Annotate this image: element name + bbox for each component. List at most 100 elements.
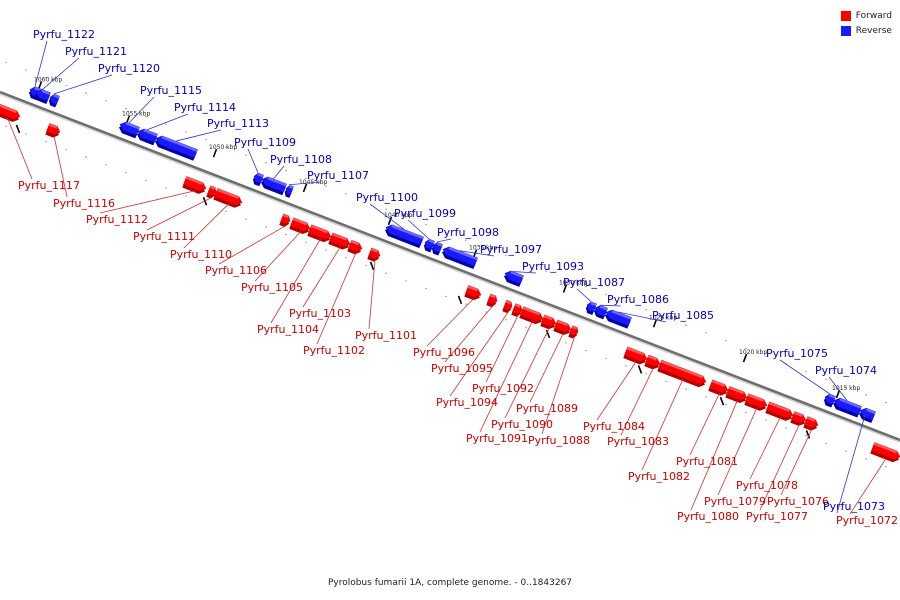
- gene-labels: Pyrfu_1122 Pyrfu_1121 Pyrfu_1120 Pyrfu_1117…: [18, 28, 898, 527]
- gene-block-pyrfu_1081[interactable]: [708, 379, 729, 398]
- gene-block-pyrfu_1109[interactable]: [251, 172, 264, 187]
- guide-dot-lower: [265, 226, 267, 228]
- gene-block-pyrfu_1091[interactable]: [519, 306, 544, 326]
- gene-block-pyrfu_1103[interactable]: [328, 232, 351, 252]
- gene-label-pyrfu_1082: Pyrfu_1082: [628, 470, 690, 483]
- label-leader-lines: [7, 40, 887, 515]
- guide-dot-lower: [345, 257, 347, 259]
- gene-block-pyrfu_1121[interactable]: [33, 88, 51, 104]
- gene-block-pyrfu_1076[interactable]: [803, 416, 819, 432]
- guide-dot-upper: [345, 193, 347, 195]
- guide-dot-lower: [185, 195, 187, 197]
- gene-label-pyrfu_1121: Pyrfu_1121: [65, 45, 127, 58]
- track-guide-dots: [5, 61, 887, 468]
- leader-line: [302, 246, 341, 308]
- tick-label: 1035 kbp: [469, 245, 497, 252]
- leader-line: [273, 165, 285, 180]
- genome-caption: Pyrolobus fumarii 1A, complete genome. -…: [327, 578, 573, 588]
- gene-label-pyrfu_1088: Pyrfu_1088: [528, 434, 590, 447]
- gene-block-pyrfu_1088[interactable]: [568, 325, 579, 340]
- guide-dot-lower: [805, 434, 807, 437]
- gene-block-pyrfu_1096[interactable]: [464, 285, 482, 302]
- gene-block-pyrfu_1080[interactable]: [725, 386, 748, 405]
- gene-block-pyrfu_1084[interactable]: [623, 346, 648, 366]
- gene-block-pyrfu_1115[interactable]: [117, 120, 140, 139]
- gene-block-pyrfu_1094[interactable]: [502, 299, 513, 314]
- gene-block-pyrfu_1082[interactable]: [657, 359, 707, 389]
- gene-block-pyrfu_1102[interactable]: [347, 239, 363, 256]
- leader-line: [42, 57, 80, 90]
- gene-block-pyrfu_1085[interactable]: [603, 308, 632, 329]
- gene-label-pyrfu_1079: Pyrfu_1079: [704, 495, 766, 508]
- gene-block-pyrfu_1074[interactable]: [831, 396, 862, 418]
- gene-block-pyrfu_1105[interactable]: [289, 217, 311, 236]
- gene-block-pyrfu_1114[interactable]: [135, 127, 158, 146]
- lower-tick-mark: [805, 430, 811, 439]
- guide-dot-upper: [165, 123, 167, 125]
- gene-block-pyrfu_1086[interactable]: [592, 304, 608, 320]
- tick-mark: [835, 389, 841, 399]
- gene-label-pyrfu_1076: Pyrfu_1076: [767, 495, 829, 508]
- gene-label-pyrfu_1110: Pyrfu_1110: [170, 248, 232, 261]
- guide-dot-lower: [605, 357, 607, 360]
- strand-legend: Forward Reverse: [840, 8, 892, 38]
- gene-block-pyrfu_1108[interactable]: [259, 175, 287, 196]
- guide-dot-upper: [465, 239, 467, 241]
- gene-label-pyrfu_1103: Pyrfu_1103: [289, 307, 351, 320]
- gene-label-pyrfu_1096: Pyrfu_1096: [413, 346, 475, 359]
- tick-mark: [302, 183, 308, 193]
- gene-label-pyrfu_1089: Pyrfu_1089: [516, 402, 578, 415]
- leader-line: [690, 400, 738, 511]
- gene-block-pyrfu_1116[interactable]: [45, 123, 61, 139]
- gene-block-pyrfu_1077[interactable]: [790, 411, 807, 427]
- gene-block-pyrfu_1106[interactable]: [279, 213, 291, 228]
- gene-block-pyrfu_1098[interactable]: [430, 241, 443, 256]
- gene-block-pyrfu_1112[interactable]: [182, 176, 207, 195]
- gene-block-pyrfu_1107[interactable]: [283, 184, 294, 198]
- gene-block-pyrfu_1087[interactable]: [584, 301, 597, 316]
- gene-block-pyrfu_1097[interactable]: [440, 245, 478, 270]
- gene-block-pyrfu_1117[interactable]: [0, 102, 22, 124]
- guide-dot-upper: [485, 247, 487, 249]
- gene-block-pyrfu_1093[interactable]: [502, 269, 524, 287]
- leader-line: [183, 203, 230, 249]
- gene-block-pyrfu_1120[interactable]: [47, 93, 60, 108]
- guide-dot-lower: [565, 342, 567, 344]
- gene-block-pyrfu_1072[interactable]: [870, 442, 900, 464]
- gene-block-pyrfu_1104[interactable]: [307, 224, 332, 244]
- gene-block-pyrfu_1100[interactable]: [383, 223, 424, 249]
- gene-block-pyrfu_1092[interactable]: [511, 303, 523, 318]
- gene-block-pyrfu_1079[interactable]: [744, 393, 768, 413]
- gene-block-pyrfu_1078[interactable]: [765, 401, 794, 423]
- leader-line: [369, 203, 405, 230]
- guide-dot-upper: [825, 378, 827, 381]
- guide-dot-lower: [105, 164, 107, 166]
- guide-dot-lower: [725, 404, 727, 406]
- gene-block-pyrfu_1113[interactable]: [153, 134, 198, 161]
- leader-line: [617, 311, 667, 323]
- guide-dot-lower: [385, 272, 387, 274]
- guide-dot-lower: [445, 295, 447, 298]
- gene-block-pyrfu_1083[interactable]: [644, 354, 661, 371]
- gene-block-pyrfu_1101[interactable]: [367, 247, 381, 263]
- tick-label: 1055 kbp: [122, 110, 150, 117]
- gene-block-pyrfu_1090[interactable]: [540, 314, 557, 331]
- gene-block-pyrfu_1095[interactable]: [486, 293, 498, 308]
- gene-block-pyrfu_1110[interactable]: [213, 188, 243, 209]
- gene-block-pyrfu_1073[interactable]: [857, 406, 876, 423]
- guide-dot-upper: [585, 285, 587, 288]
- gene-block-pyrfu_1099[interactable]: [422, 238, 435, 253]
- lower-tick-mark: [457, 295, 463, 305]
- gene-block-pyrfu_1089[interactable]: [553, 319, 572, 337]
- gene-label-pyrfu_1080: Pyrfu_1080: [677, 510, 739, 523]
- gene-block-pyrfu_1075[interactable]: [822, 393, 836, 408]
- forward-swatch: [840, 10, 851, 21]
- gene-block-pyrfu_1111[interactable]: [206, 185, 217, 200]
- legend-forward-label: Forward: [855, 10, 892, 21]
- guide-dot-upper: [205, 138, 207, 141]
- leader-line: [600, 304, 622, 307]
- leader-line: [485, 315, 519, 383]
- gene-label-pyrfu_1091: Pyrfu_1091: [466, 432, 528, 445]
- gene-label-pyrfu_1111: Pyrfu_1111: [133, 230, 195, 243]
